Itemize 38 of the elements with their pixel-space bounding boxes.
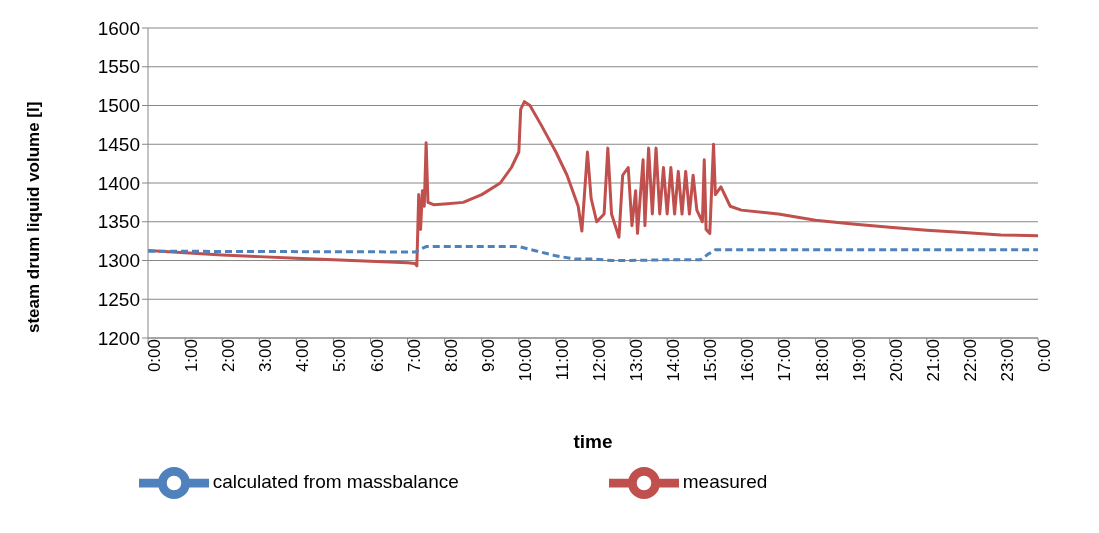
y-tick-label: 1400 bbox=[97, 172, 140, 194]
x-tick-label: 14:00 bbox=[664, 339, 684, 382]
x-tick-label: 13:00 bbox=[627, 339, 647, 382]
x-tick-label: 17:00 bbox=[775, 339, 795, 382]
x-tick-label: 10:00 bbox=[515, 339, 535, 382]
y-axis-title: steam drum liquid volume [l] bbox=[24, 101, 44, 333]
x-tick-label: 4:00 bbox=[293, 339, 313, 373]
x-tick-label: 7:00 bbox=[404, 339, 424, 373]
x-tick-label: 0:00 bbox=[145, 339, 165, 373]
x-tick-label: 9:00 bbox=[478, 339, 498, 373]
x-tick-label: 15:00 bbox=[701, 339, 721, 382]
x-tick-label: 6:00 bbox=[367, 339, 387, 373]
x-tick-label: 23:00 bbox=[997, 339, 1017, 382]
y-tick-label: 1200 bbox=[97, 327, 140, 349]
x-tick-label: 2:00 bbox=[219, 339, 239, 373]
y-tick-label: 1500 bbox=[97, 95, 140, 117]
y-tick-label: 1550 bbox=[97, 56, 140, 78]
x-tick-label: 12:00 bbox=[590, 339, 610, 382]
x-tick-label: 8:00 bbox=[441, 339, 461, 373]
legend-label: measured bbox=[682, 471, 768, 493]
y-tick-label: 1450 bbox=[97, 133, 140, 155]
x-tick-label: 19:00 bbox=[849, 339, 869, 382]
x-tick-label: 20:00 bbox=[886, 339, 906, 382]
x-tick-label: 22:00 bbox=[960, 339, 980, 382]
legend-label: calculated from massbalance bbox=[212, 471, 459, 493]
x-tick-label: 18:00 bbox=[812, 339, 832, 382]
x-tick-label: 16:00 bbox=[738, 339, 758, 382]
x-tick-label: 1:00 bbox=[182, 339, 202, 373]
x-axis-title: time bbox=[573, 431, 613, 452]
x-tick-label: 21:00 bbox=[923, 339, 943, 382]
y-tick-label: 1300 bbox=[97, 250, 140, 272]
x-tick-label: 3:00 bbox=[256, 339, 276, 373]
x-tick-label: 5:00 bbox=[330, 339, 350, 373]
x-tick-label: 11:00 bbox=[552, 339, 572, 381]
y-tick-label: 1600 bbox=[97, 17, 140, 39]
y-tick-label: 1350 bbox=[97, 211, 140, 233]
y-tick-label: 1250 bbox=[97, 288, 140, 310]
x-tick-label: 0:00 bbox=[1035, 339, 1055, 373]
